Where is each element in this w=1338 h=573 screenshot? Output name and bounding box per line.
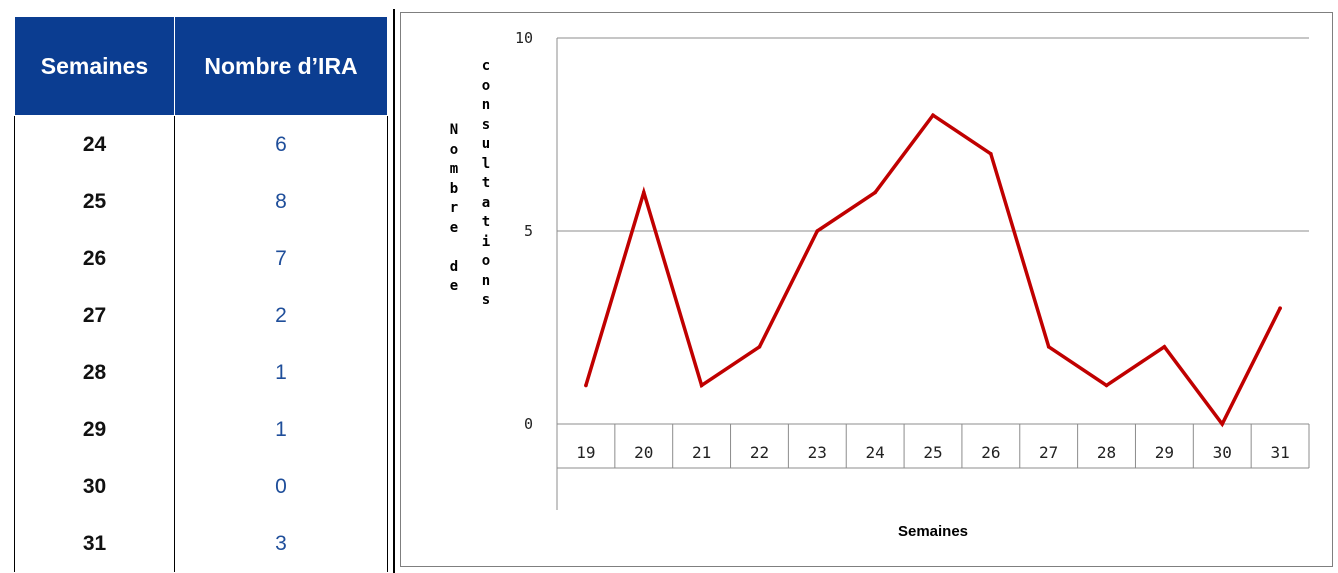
table-row: 28 1 <box>14 344 388 401</box>
x-tick-label: 23 <box>808 443 827 462</box>
data-point <box>1278 306 1282 311</box>
data-point <box>584 383 588 388</box>
count-cell: 0 <box>174 458 388 515</box>
y-tick-label: 5 <box>524 222 533 240</box>
table-row: 26 7 <box>14 230 388 287</box>
data-point <box>989 152 993 156</box>
x-tick-label: 20 <box>634 443 653 462</box>
data-point <box>1104 383 1109 388</box>
ira-table: Semaines Nombre d’IRA 24 6 25 8 26 7 27 … <box>14 16 388 572</box>
line-chart: 0 5 10 19 20 21 22 23 24 25 26 27 28 29 30 31 Semaines <box>515 29 1310 540</box>
week-cell: 30 <box>14 458 175 515</box>
y-tick-label: 10 <box>515 29 533 47</box>
x-tick-label: 27 <box>1039 443 1058 462</box>
table-row: 24 6 <box>14 115 388 173</box>
table-row: 29 1 <box>14 401 388 458</box>
data-point <box>1220 422 1225 426</box>
x-axis-title: Semaines <box>898 523 968 540</box>
x-tick-label: 31 <box>1270 443 1289 462</box>
data-point <box>1046 345 1051 349</box>
data-point <box>931 113 935 117</box>
count-cell: 3 <box>174 515 388 572</box>
count-cell: 6 <box>174 115 388 173</box>
count-cell: 8 <box>174 173 388 230</box>
x-tick-label: 24 <box>866 443 885 462</box>
x-tick-label: 29 <box>1155 443 1174 462</box>
data-point <box>757 345 762 349</box>
count-cell: 1 <box>174 344 388 401</box>
data-point <box>699 383 704 388</box>
x-tick-label: 19 <box>576 443 595 462</box>
week-cell: 25 <box>14 173 175 230</box>
y-tick-label: 0 <box>524 415 533 433</box>
count-cell: 7 <box>174 230 388 287</box>
x-tick-label: 30 <box>1213 443 1232 462</box>
header-ira-count: Nombre d’IRA <box>174 16 388 116</box>
table-header-row: Semaines Nombre d’IRA <box>14 16 388 116</box>
count-cell: 2 <box>174 287 388 344</box>
data-point <box>873 190 877 195</box>
x-tick-label: 26 <box>981 443 1000 462</box>
week-cell: 26 <box>14 230 175 287</box>
x-tick-label: 21 <box>692 443 711 462</box>
week-cell: 31 <box>14 515 175 572</box>
x-tick-label: 28 <box>1097 443 1116 462</box>
header-weeks: Semaines <box>14 16 175 116</box>
table-row: 30 0 <box>14 458 388 515</box>
ira-table-container: Semaines Nombre d’IRA 24 6 25 8 26 7 27 … <box>14 16 388 572</box>
week-cell: 29 <box>14 401 175 458</box>
week-cell: 24 <box>14 115 175 173</box>
data-point <box>641 190 646 195</box>
count-cell: 1 <box>174 401 388 458</box>
x-tick-label: 22 <box>750 443 769 462</box>
x-tick-label: 25 <box>923 443 942 462</box>
table-row: 27 2 <box>14 287 388 344</box>
chart-frame: 0 5 10 19 20 21 22 23 24 25 26 27 28 29 30 31 Semaines N… <box>393 9 1333 573</box>
table-row: 25 8 <box>14 173 388 230</box>
week-cell: 27 <box>14 287 175 344</box>
table-row: 31 3 <box>14 515 388 572</box>
data-point <box>815 229 820 233</box>
week-cell: 28 <box>14 344 175 401</box>
series-line <box>584 112 1282 428</box>
data-point <box>1162 345 1167 349</box>
